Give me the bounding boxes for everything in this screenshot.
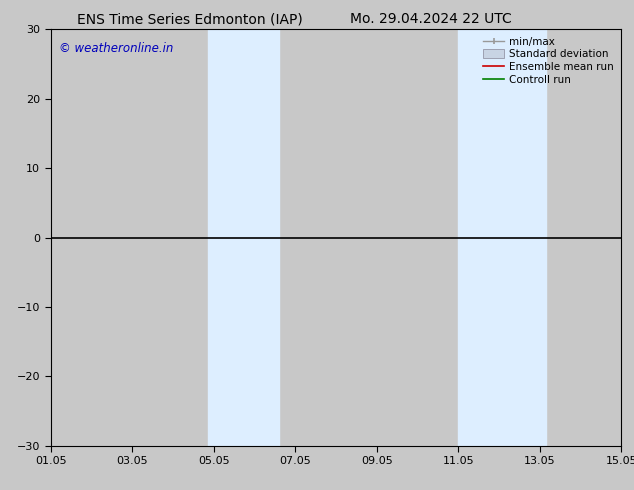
Text: ENS Time Series Edmonton (IAP): ENS Time Series Edmonton (IAP) — [77, 12, 303, 26]
Text: © weatheronline.in: © weatheronline.in — [59, 42, 174, 55]
Bar — [207, 29, 279, 446]
Text: Mo. 29.04.2024 22 UTC: Mo. 29.04.2024 22 UTC — [350, 12, 512, 26]
Bar — [458, 29, 546, 446]
Legend: min/max, Standard deviation, Ensemble mean run, Controll run: min/max, Standard deviation, Ensemble me… — [481, 35, 616, 87]
